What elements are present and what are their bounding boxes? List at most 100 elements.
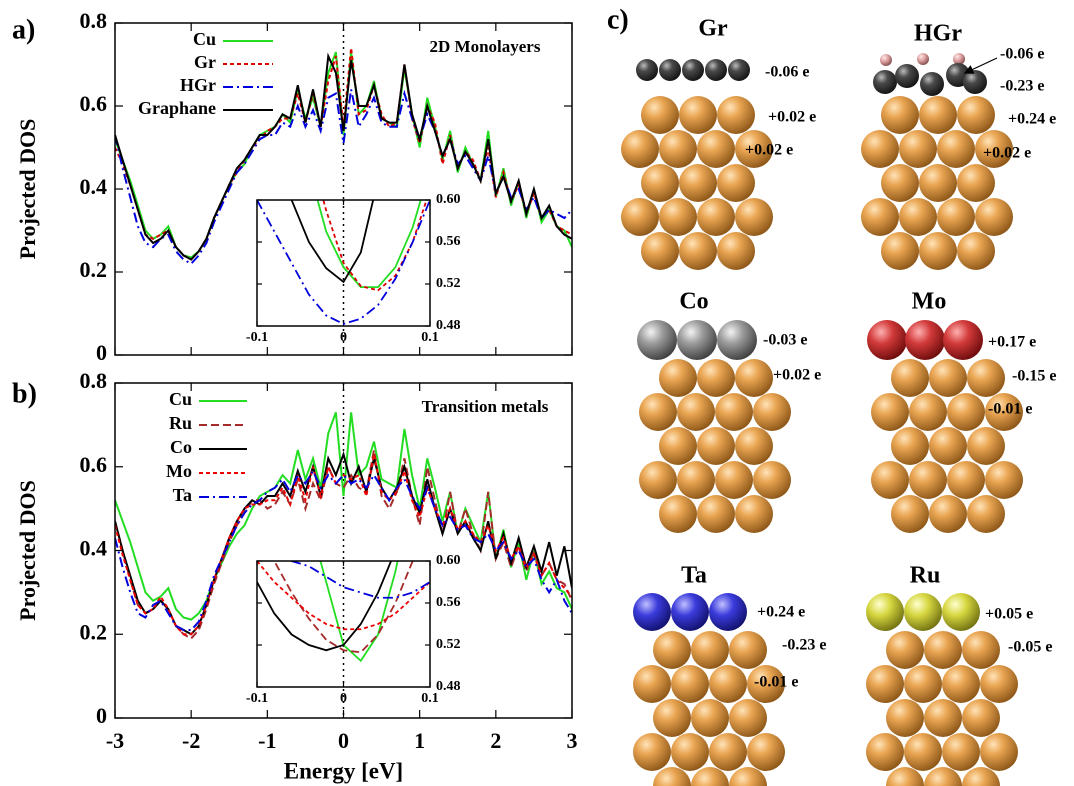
atom: [957, 232, 995, 270]
atom: [895, 64, 919, 88]
x-tick-label: 0: [338, 728, 349, 753]
atom: [717, 96, 755, 134]
charge-label: +0.02 e: [768, 109, 816, 126]
atom: [962, 699, 1000, 737]
atom: [641, 232, 679, 270]
atom: [641, 96, 679, 134]
atom: [639, 393, 677, 431]
atom: [735, 495, 773, 533]
atom: [929, 495, 967, 533]
structure-title: Ru: [910, 563, 941, 589]
atom: [633, 593, 671, 631]
atom: [942, 593, 980, 631]
atom: [886, 631, 924, 669]
structure-title: Co: [679, 289, 708, 315]
y-tick-label: 0.60: [436, 553, 461, 568]
atom: [867, 320, 907, 360]
y-tick-label: 0.60: [436, 192, 461, 207]
atom: [653, 631, 691, 669]
atom: [709, 665, 747, 703]
structure-title: Mo: [912, 289, 947, 315]
atom: [735, 198, 773, 236]
atom: [717, 232, 755, 270]
y-tick-label: 0.4: [80, 174, 108, 199]
annotation: 2D Monolayers: [430, 37, 541, 56]
atom: [671, 665, 709, 703]
atom: [697, 359, 735, 397]
x-tick-label: 0: [340, 330, 347, 345]
atom: [709, 593, 747, 631]
atom: [621, 198, 659, 236]
atom: [636, 59, 658, 81]
atom: [671, 593, 709, 631]
atom: [947, 461, 985, 499]
atom: [717, 164, 755, 202]
atom: [861, 130, 899, 168]
atom: [929, 359, 967, 397]
atom: [905, 320, 945, 360]
x-tick-label: 0.1: [421, 330, 439, 345]
atom: [881, 96, 919, 134]
y-tick-label: 0.52: [436, 276, 461, 291]
atom: [942, 665, 980, 703]
y-tick-label: 0.6: [80, 91, 108, 116]
atom: [871, 393, 909, 431]
atom: [659, 495, 697, 533]
atom: [697, 427, 735, 465]
charge-label: -0.06 e: [1000, 46, 1044, 63]
y-axis-label: Projected DOS: [15, 480, 40, 621]
charge-label: +0.24 e: [1008, 111, 1056, 128]
atom: [677, 320, 717, 360]
atom: [659, 359, 697, 397]
charge-label: +0.02 e: [983, 145, 1031, 162]
atom: [753, 393, 791, 431]
x-axis-label: Energy [eV]: [284, 758, 403, 783]
atom: [924, 699, 962, 737]
charge-label: -0.01 e: [754, 674, 798, 691]
structure-title: Ta: [681, 563, 707, 589]
atom: [919, 232, 957, 270]
atom: [985, 461, 1023, 499]
atom: [886, 699, 924, 737]
atom: [880, 54, 892, 66]
atom: [929, 427, 967, 465]
atom: [747, 733, 785, 771]
x-tick-label: 1: [414, 728, 425, 753]
atom: [677, 393, 715, 431]
panel-label: b): [12, 378, 37, 409]
atom: [677, 461, 715, 499]
y-tick-label: 0.48: [436, 679, 461, 694]
atom: [967, 495, 1005, 533]
x-tick-label: 0: [340, 691, 347, 706]
annotation: Transition metals: [422, 397, 549, 416]
pointer-arrow: [965, 58, 997, 73]
atom: [691, 699, 729, 737]
atom: [637, 320, 677, 360]
atom: [980, 733, 1018, 771]
x-tick-label: 0.1: [421, 691, 439, 706]
atom: [717, 320, 757, 360]
atom: [967, 427, 1005, 465]
atom: [691, 631, 729, 669]
atom: [633, 733, 671, 771]
atom: [709, 733, 747, 771]
atom: [866, 733, 904, 771]
atom: [891, 427, 929, 465]
atom: [920, 72, 944, 96]
atom: [679, 232, 717, 270]
atom: [957, 96, 995, 134]
atom: [871, 461, 909, 499]
charge-label: -0.03 e: [763, 332, 807, 349]
atom: [980, 665, 1018, 703]
atom: [715, 393, 753, 431]
charge-label: +0.02 e: [745, 142, 793, 159]
atom: [715, 461, 753, 499]
atom: [653, 699, 691, 737]
y-tick-label: 0.48: [436, 318, 461, 333]
charge-label: +0.24 e: [757, 604, 805, 621]
legend-label: Gr: [194, 52, 216, 72]
y-tick-label: 0: [96, 703, 107, 728]
atom: [679, 164, 717, 202]
atom: [937, 130, 975, 168]
y-tick-label: 0.2: [80, 619, 108, 644]
